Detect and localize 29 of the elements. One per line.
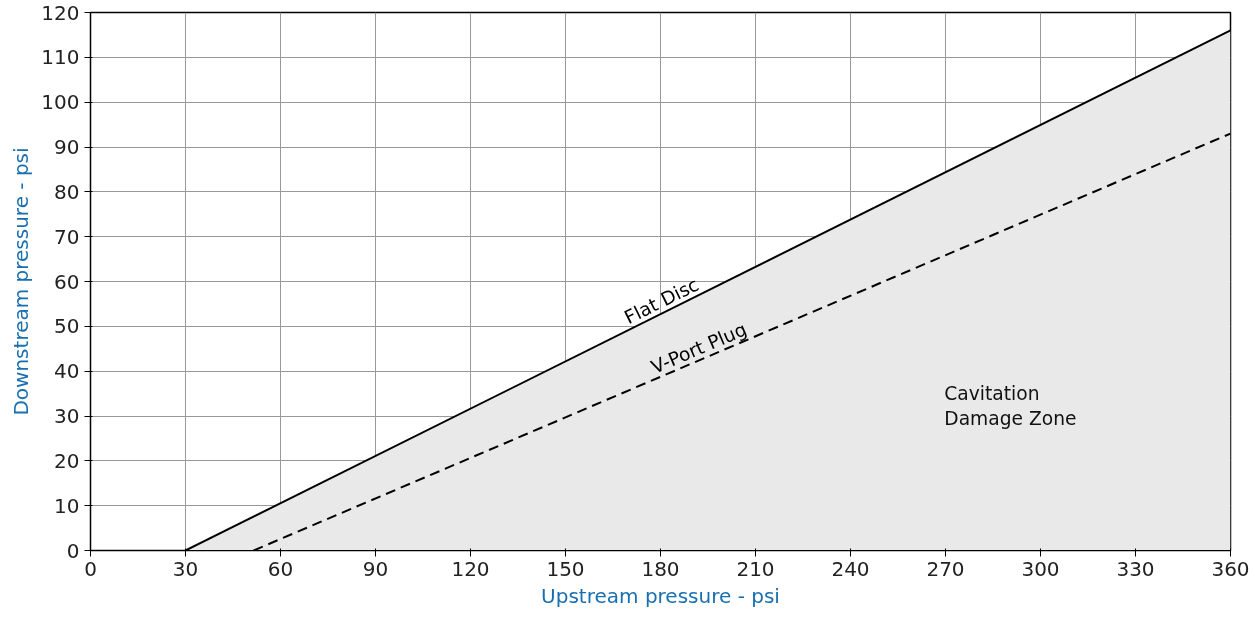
y-tick-label: 70 (54, 224, 80, 249)
x-tick-label: 360 (1211, 556, 1250, 581)
y-axis-title: Downstream pressure - psi (9, 147, 34, 416)
x-tick-label: 90 (362, 556, 389, 581)
x-tick-label: 180 (641, 556, 680, 581)
x-tick-label: 150 (546, 556, 585, 581)
x-tick-label: 210 (736, 556, 775, 581)
y-tick-label: 110 (41, 45, 80, 70)
annotation: Cavitation Damage Zone (944, 383, 1077, 430)
x-tick-label: 60 (267, 556, 294, 581)
y-tick-label: 120 (41, 0, 80, 25)
y-tick-label: 50 (54, 314, 80, 339)
y-tick-label: 90 (54, 135, 80, 159)
x-tick-label: 240 (831, 556, 870, 581)
y-tick-label: 100 (41, 90, 80, 115)
y-tick-label: 80 (54, 179, 80, 204)
x-tick-label: 270 (926, 556, 965, 581)
y-tick-label: 40 (54, 359, 80, 384)
x-tick-label: 300 (1021, 556, 1060, 581)
x-tick-label: 30 (172, 556, 199, 581)
y-tick-label: 10 (54, 493, 80, 518)
y-tick-label: 0 (66, 538, 80, 563)
y-tick-label: 30 (54, 404, 80, 428)
x-axis-title: Upstream pressure - psi (541, 583, 780, 608)
x-tick-label: 120 (451, 556, 490, 581)
y-tick-label: 20 (54, 448, 80, 473)
x-tick-label: 0 (84, 556, 97, 581)
y-tick-label: 60 (54, 269, 80, 294)
x-tick-label: 330 (1116, 556, 1155, 581)
